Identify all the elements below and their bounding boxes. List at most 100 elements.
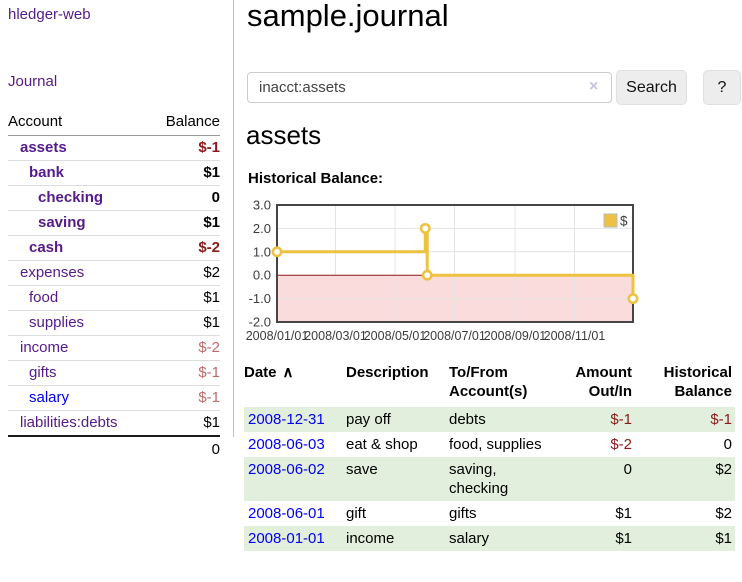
register-balance: 0 [723,436,732,453]
accounts-header-balance: Balance [149,111,220,136]
account-row: checking 0 [8,185,220,211]
register-date-link[interactable]: 2008-06-03 [248,436,325,453]
account-balance: $-1 [198,139,220,156]
accounts-total-row: 0 [8,435,220,463]
account-link[interactable]: assets [20,139,67,156]
chart-title: Historical Balance: [248,170,384,187]
x-axis-label: 2008/03/01 [304,329,367,343]
account-link[interactable]: expenses [20,264,85,281]
register-header-cell: To/From Account(s) [449,364,528,400]
register-description: income [346,530,395,547]
register-date-link[interactable]: 2008-06-02 [248,461,325,478]
x-axis-label: 2008/11/01 [544,329,606,343]
account-balance: $1 [149,160,220,186]
register-row: 2008-06-01 gift gifts $1 $2 [244,501,735,526]
x-axis-label: 2008/05/01 [364,329,427,343]
account-balance: $1 [149,285,220,311]
y-axis-label: 1.0 [253,244,271,259]
register-accounts: debts [449,411,486,428]
register-header-cell: Date ∧ [244,364,294,381]
y-axis-label: 3.0 [253,198,271,213]
register-description: eat & shop [346,436,418,453]
register-header-cell: Amount Out/In [575,364,632,400]
register-balance: $2 [715,505,732,522]
account-link[interactable]: bank [29,164,65,181]
accounts-total-value: 0 [149,435,220,463]
account-balance: $2 [149,260,220,286]
register-header-cell: Description [346,364,429,381]
sidebar: hledger-web Journal Account Balance asse… [0,0,234,463]
plot-border [276,204,634,323]
account-row: cash $-2 [8,235,220,261]
account-link[interactable]: gifts [29,364,57,381]
register-accounts: saving, checking [449,461,509,497]
account-row: expenses $2 [8,260,220,286]
register-balance: $-1 [710,411,732,428]
account-link[interactable]: checking [38,189,104,206]
account-balance: $-1 [149,360,220,386]
register-accounts: salary [449,530,490,547]
sort-asc-icon: ∧ [282,364,294,381]
balance-chart: $3.0 2.0 1.0 0.0 -1.0 -2.0 2008/01/01 2008/03/0… [240,196,650,348]
legend-label: $ [620,214,628,229]
page-title: sample.journal [247,0,449,33]
chart-legend: $ [603,213,628,229]
account-row: income $-2 [8,335,220,361]
account-link[interactable]: liabilities:debts [20,414,118,431]
account-link[interactable]: salary [29,389,70,406]
register-date-link[interactable]: 2008-06-01 [248,505,325,522]
register-row: 2008-01-01 income salary $1 $1 [244,526,735,551]
x-axis-label: 2008/09/01 [484,329,547,343]
chart-point [271,246,283,258]
account-link[interactable]: food [29,289,59,306]
account-balance: 0 [149,185,220,211]
account-balance: $1 [149,410,220,436]
register-amount: $1 [615,530,632,547]
legend-swatch [603,213,618,228]
account-row: salary $-1 [8,385,220,411]
account-row: assets $-1 [8,136,220,161]
register-date-link[interactable]: 2008-01-01 [248,530,325,547]
account-row: gifts $-1 [8,360,220,386]
search-input[interactable] [247,72,612,103]
search-form: × Search ? [247,70,742,107]
account-row: bank $1 [8,160,220,186]
account-balance: $-1 [149,385,220,411]
search-button[interactable]: Search [616,70,687,105]
accounts-header-account: Account [8,111,150,136]
account-row: food $1 [8,285,220,311]
account-link[interactable]: cash [29,239,64,256]
account-row: saving $1 [8,210,220,236]
brand-link[interactable]: hledger-web [8,6,91,23]
register-description: pay off [346,411,391,428]
register-date-link[interactable]: 2008-12-31 [248,411,325,428]
register-description: gift [346,505,367,522]
account-title: assets [246,120,322,150]
register-amount: $1 [615,505,632,522]
account-link[interactable]: supplies [29,314,85,331]
register-amount: $-2 [610,436,632,453]
sidebar-item-journal[interactable]: Journal [8,73,58,90]
register-balance: $2 [715,461,732,478]
account-balance: $1 [149,310,220,336]
accounts-header-row: Account Balance [8,111,220,136]
y-axis-label: -1.0 [249,291,271,306]
main-content: sample.journal × Search ? assets Histori… [244,0,742,582]
account-row: liabilities:debts $1 [8,410,220,436]
chart-point [627,293,639,305]
clear-icon[interactable]: × [589,78,599,95]
register-row: 2008-12-31 pay off debts $-1 $-1 [244,407,735,432]
account-link[interactable]: income [20,339,69,356]
account-link[interactable]: saving [38,214,86,231]
account-balance: $-2 [149,235,220,261]
register-description: save [346,461,378,478]
y-axis-label: 2.0 [253,221,271,236]
register-amount: 0 [623,461,632,478]
accounts-table: Account Balance assets $-1 bank $1 checking 0… [8,111,220,463]
help-button[interactable]: ? [703,70,741,105]
register-accounts: food, supplies [449,436,542,453]
chart-point [419,222,431,234]
register-balance: $1 [715,530,732,547]
account-row: supplies $1 [8,310,220,336]
x-axis-label: 2008/07/01 [423,329,486,343]
